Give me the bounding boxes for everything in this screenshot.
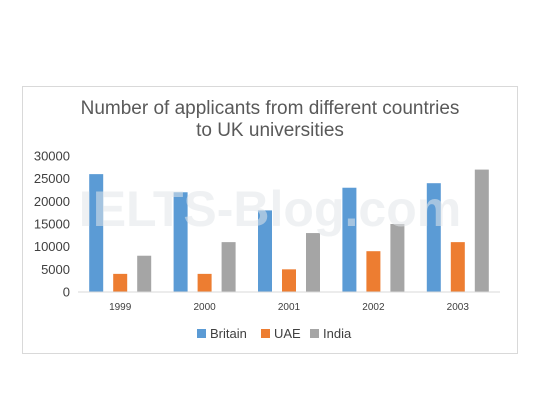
chart-title-line-1: Number of applicants from different coun… (81, 98, 460, 119)
y-tick-label: 5000 (41, 262, 70, 277)
bar-uae-2000 (197, 273, 212, 292)
bar-britain-2003 (426, 183, 441, 292)
bar-uae-2001 (282, 269, 296, 292)
legend: Britain UAE India (197, 326, 352, 341)
legend-swatch-india (310, 329, 319, 338)
bar-india-2002 (390, 224, 405, 292)
bars-group (89, 169, 489, 292)
bar-uae-1999 (113, 273, 128, 292)
x-tick-label: 1999 (109, 302, 132, 313)
x-tick-label: 2002 (362, 302, 385, 313)
x-tick-label: 2001 (278, 302, 301, 313)
bar-india-2001 (306, 233, 320, 292)
bar-india-1999 (137, 255, 152, 292)
y-tick-label: 20000 (34, 194, 70, 209)
bar-uae-2003 (450, 242, 465, 292)
y-tick-label: 0 (63, 285, 70, 300)
y-tick-label: 25000 (34, 171, 70, 186)
y-axis: 0 5000 10000 15000 20000 25000 30000 (34, 149, 70, 300)
legend-label-india: India (323, 326, 352, 341)
bar-britain-2001 (258, 210, 272, 292)
bar-india-2003 (474, 169, 489, 292)
bar-britain-2002 (342, 187, 357, 292)
legend-swatch-uae (261, 329, 270, 338)
bar-india-2000 (221, 242, 236, 292)
chart-title-line-2: to UK universities (196, 120, 344, 141)
x-axis: 1999 2000 2001 2002 2003 (109, 302, 469, 313)
x-tick-label: 2000 (193, 302, 216, 313)
legend-label-britain: Britain (210, 326, 247, 341)
legend-swatch-britain (197, 329, 206, 338)
bar-britain-1999 (89, 174, 104, 292)
legend-label-uae: UAE (274, 326, 301, 341)
y-tick-label: 15000 (34, 217, 70, 232)
y-tick-label: 10000 (34, 239, 70, 254)
bar-uae-2002 (366, 251, 381, 292)
x-tick-label: 2003 (447, 302, 470, 313)
y-tick-label: 30000 (34, 149, 70, 164)
bar-britain-2000 (173, 192, 188, 292)
watermark-text: IELTS-Blog.com (79, 181, 461, 237)
